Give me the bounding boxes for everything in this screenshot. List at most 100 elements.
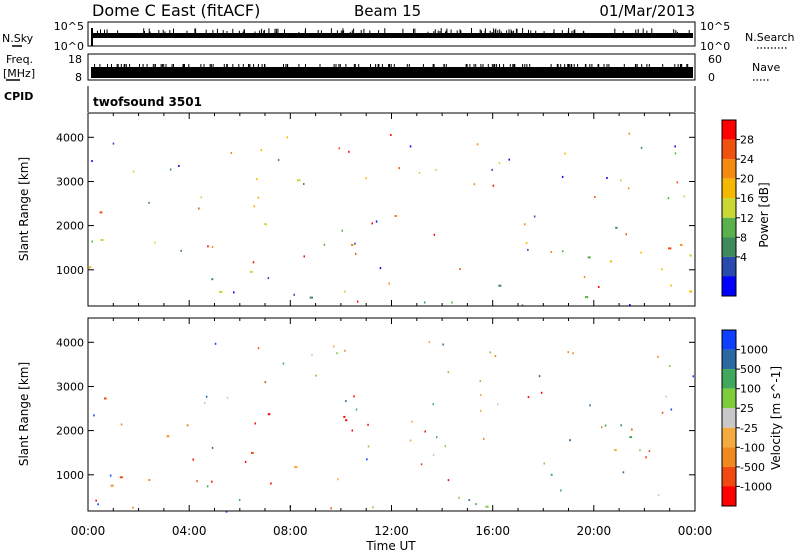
heatmap-cell	[680, 243, 683, 246]
heatmap-cell	[610, 260, 613, 263]
heatmap-cell	[211, 278, 214, 281]
heatmap-cell	[253, 205, 255, 208]
velocity-panel: 1000 2000 3000 4000 Slant Range [km] 1000 50…	[17, 317, 783, 513]
power-colorbar-swatch	[722, 139, 736, 160]
heatmap-cell	[345, 400, 347, 403]
heatmap-cell	[432, 403, 434, 406]
heatmap-cell	[303, 183, 305, 185]
heatmap-cell	[309, 296, 313, 299]
heatmap-cell	[489, 351, 492, 354]
heatmap-cell	[330, 507, 332, 510]
velocity-colorbar-tick-label: 100	[740, 383, 761, 396]
power-colorbar-swatch	[722, 120, 736, 140]
heatmap-cell	[270, 482, 272, 485]
velocity-colorbar: 1000 500 100 25 -25 -100 -500 -1000	[721, 329, 772, 507]
heatmap-cell	[674, 152, 677, 155]
power-colorbar-swatch	[722, 256, 736, 277]
velocity-colorbar-tick-label: 1000	[740, 344, 768, 357]
heatmap-cell	[420, 463, 423, 466]
heatmap-cell	[661, 411, 664, 414]
cpid-program: twofsound 3501	[93, 95, 202, 109]
heatmap-cell	[203, 401, 206, 404]
heatmap-cell	[120, 423, 123, 426]
heatmap-cell	[594, 196, 596, 199]
heatmap-cell	[468, 499, 470, 502]
freq-tick-top: 18	[68, 53, 82, 66]
heatmap-cell	[354, 252, 357, 255]
heatmap-cell	[567, 351, 569, 354]
time-tick-label: 00:00	[71, 524, 106, 538]
nsearch-tick-top: 10^5	[700, 20, 730, 33]
heatmap-cell	[585, 296, 589, 299]
heatmap-cell	[479, 380, 482, 383]
heatmap-cell	[620, 424, 623, 427]
heatmap-cell	[657, 355, 659, 358]
heatmap-cell	[206, 485, 209, 488]
power-colorbar-frame	[721, 119, 737, 297]
heatmap-cell	[598, 286, 600, 288]
heatmap-cell	[444, 445, 447, 448]
heatmap-cell	[485, 505, 489, 508]
nsearch-tick-bottom: 10^0	[700, 40, 730, 53]
heatmap-cell	[211, 480, 213, 483]
heatmap-cell	[418, 171, 421, 174]
heatmap-cell	[629, 304, 631, 306]
velocity-colorbar-tick-label: -500	[740, 461, 765, 474]
heatmap-cell	[355, 408, 358, 411]
heatmap-cell	[669, 365, 671, 367]
heatmap-cell	[625, 233, 627, 236]
heatmap-cell	[480, 394, 482, 396]
heatmap-cell	[436, 436, 438, 439]
heatmap-cell	[388, 282, 390, 285]
freq-frame	[87, 53, 696, 81]
heatmap-cell	[533, 215, 536, 218]
heatmap-cell	[132, 506, 134, 509]
heatmap-cell	[640, 146, 643, 149]
power-colorbar-swatch	[722, 217, 736, 238]
nsky-label: N.Sky	[2, 32, 34, 45]
heatmap-cell	[540, 391, 543, 394]
power-plot-background	[88, 113, 695, 306]
heatmap-cell	[225, 510, 228, 513]
time-tick-label: 00:00	[678, 524, 713, 538]
heatmap-cell	[525, 242, 528, 245]
heatmap-cell	[665, 395, 667, 398]
heatmap-cell	[354, 242, 356, 245]
heatmap-cell	[498, 162, 501, 165]
heatmap-cell	[233, 291, 235, 294]
power-colorbar: 28 24 20 16 12 8 4	[721, 119, 754, 297]
nave-tick-top: 60	[708, 53, 722, 66]
heatmap-cell	[260, 149, 262, 152]
heatmap-cell	[344, 290, 346, 293]
velocity-colorbar-swatch	[722, 388, 736, 409]
power-colorbar-tick-label: 28	[740, 134, 754, 147]
heatmap-cell	[238, 498, 241, 501]
heatmap-cell	[367, 445, 370, 448]
freq-label-line2: [MHz]	[3, 67, 35, 80]
heatmap-cell	[409, 145, 412, 148]
velocity-y-axis: 1000 2000 3000 4000	[56, 336, 695, 482]
heatmap-cell	[267, 413, 271, 416]
heatmap-cell	[244, 460, 247, 463]
heatmap-cell	[435, 168, 437, 171]
heatmap-cell	[479, 409, 482, 412]
heatmap-cell	[475, 503, 477, 506]
heatmap-cell	[476, 143, 479, 146]
heatmap-cell	[543, 462, 545, 465]
power-cells	[89, 132, 693, 307]
heatmap-cell	[351, 429, 353, 432]
power-y-axis-label: Slant Range [km]	[17, 157, 31, 261]
heatmap-cell	[311, 354, 313, 357]
heatmap-cell	[99, 211, 103, 214]
power-colorbar-tick-label: 12	[740, 212, 754, 225]
nsky-trace	[91, 28, 693, 46]
velocity-y-tick-label: 1000	[56, 469, 84, 482]
heatmap-cell	[345, 419, 348, 422]
heatmap-cell	[628, 132, 631, 135]
heatmap-cell	[198, 207, 200, 210]
heatmap-cell	[91, 240, 93, 243]
heatmap-cell	[657, 494, 660, 497]
heatmap-cell	[282, 362, 285, 365]
heatmap-cell	[676, 181, 679, 184]
heatmap-cell	[200, 196, 202, 199]
